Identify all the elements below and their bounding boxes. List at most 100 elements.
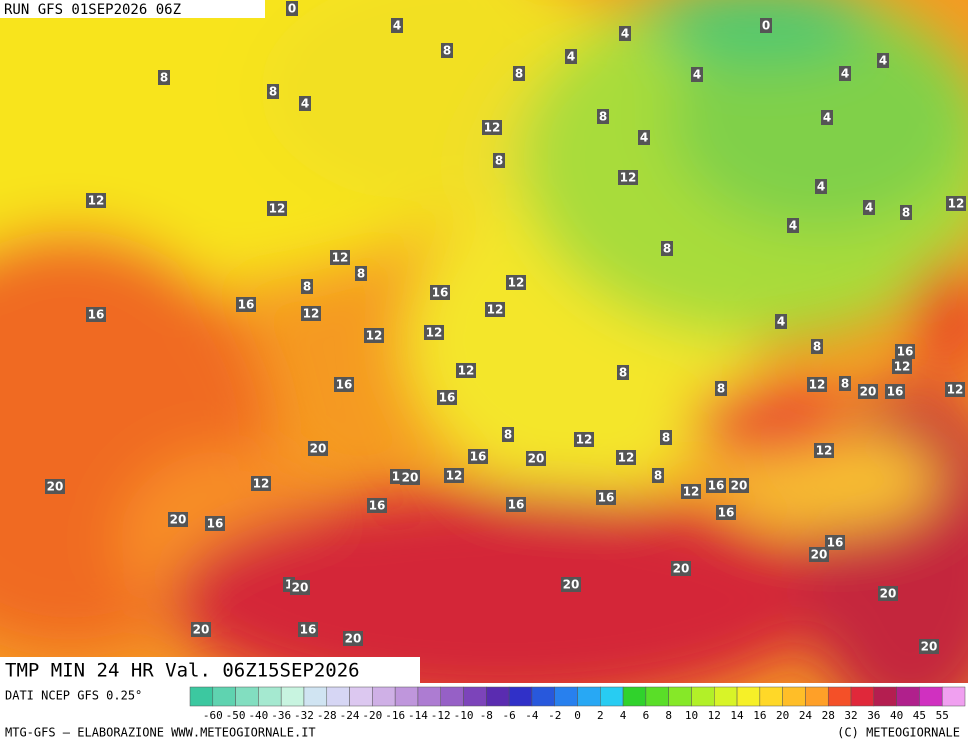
map-value: 12 <box>807 377 827 392</box>
map-value: 12 <box>424 325 444 340</box>
map-value-box <box>681 484 701 499</box>
map-value-label: 20 <box>345 632 362 646</box>
scale-swatch <box>303 686 328 707</box>
map-value-label: 4 <box>777 315 785 329</box>
scale-label: -50 <box>226 709 246 722</box>
scale-swatch <box>577 686 601 707</box>
map-value-label: 4 <box>567 50 575 64</box>
map-value: 12 <box>330 250 350 265</box>
scale-label: 55 <box>936 709 949 722</box>
map-value-box <box>616 450 636 465</box>
map-value: 4 <box>638 130 650 145</box>
map-value-label: 12 <box>508 276 525 290</box>
map-value: 20 <box>809 547 829 562</box>
scale-label: 24 <box>799 709 813 722</box>
map-value-box <box>298 622 318 637</box>
map-value-label: 8 <box>619 366 627 380</box>
map-value: 12 <box>574 432 594 447</box>
map-value-box <box>444 468 464 483</box>
map-value-label: 8 <box>443 44 451 58</box>
map-value-box <box>299 96 311 111</box>
map-value-label: 16 <box>708 479 725 493</box>
map-value: 8 <box>661 241 673 256</box>
map-value-label: 16 <box>88 308 105 322</box>
map-value-box <box>892 359 912 374</box>
scale-label: -32 <box>294 709 314 722</box>
map-value-label: 0 <box>288 2 296 16</box>
map-value: 4 <box>775 314 787 329</box>
map-value-box <box>596 490 616 505</box>
map-value: 16 <box>885 384 905 399</box>
map-value-label: 12 <box>618 451 635 465</box>
map-value: 16 <box>706 478 726 493</box>
map-value-box <box>86 307 106 322</box>
map-value-box <box>945 382 965 397</box>
map-value-box <box>526 451 546 466</box>
map-value-box <box>468 449 488 464</box>
map-value-label: 20 <box>292 581 309 595</box>
map-value: 16 <box>506 497 526 512</box>
map-value-box <box>878 586 898 601</box>
scale-swatch <box>372 686 396 707</box>
map-value: 4 <box>565 49 577 64</box>
map-value: 8 <box>267 84 279 99</box>
map-value: 16 <box>298 622 318 637</box>
map-value-label: 12 <box>88 194 105 208</box>
map-value-box <box>485 302 505 317</box>
map-value-box <box>561 577 581 592</box>
map-value-label: 4 <box>817 180 825 194</box>
scale-swatch <box>280 686 305 707</box>
map-value: 12 <box>616 450 636 465</box>
map-value-box <box>638 130 650 145</box>
scale-swatch <box>235 686 259 707</box>
map-value-label: 20 <box>402 471 419 485</box>
scale-swatch <box>212 686 236 707</box>
map-value-label: 8 <box>504 428 512 442</box>
map-value: 12 <box>456 363 476 378</box>
map-value-box <box>671 561 691 576</box>
scale-swatch <box>486 686 510 707</box>
map-value-label: 20 <box>673 562 690 576</box>
map-value: 4 <box>839 66 851 81</box>
temperature-field <box>0 0 968 730</box>
map-value: 12 <box>251 476 271 491</box>
map-value-label: 12 <box>366 329 383 343</box>
scale-label: -12 <box>431 709 451 722</box>
credit-right: (C) METEOGIORNALE <box>837 726 960 740</box>
map-value-box <box>715 381 727 396</box>
map-value-box <box>825 535 845 550</box>
map-value: 16 <box>86 307 106 322</box>
map-value: 8 <box>158 70 170 85</box>
map-value-label: 1 <box>285 578 293 592</box>
map-value: 16 <box>236 297 256 312</box>
map-value: 4 <box>815 179 827 194</box>
map-value-label: 12 <box>816 444 833 458</box>
map-value-box <box>301 279 313 294</box>
map-value: 20 <box>729 478 749 493</box>
map-value: 16 <box>895 344 915 359</box>
map-value: 20 <box>878 586 898 601</box>
map-value-label: 16 <box>238 298 255 312</box>
map-value-box <box>45 479 65 494</box>
map-value: 12 <box>86 193 106 208</box>
map-value: 8 <box>617 365 629 380</box>
map-value-label: 12 <box>683 485 700 499</box>
map-value-label: 4 <box>841 67 849 81</box>
scale-swatch <box>645 686 669 707</box>
scale-label: -28 <box>317 709 337 722</box>
scale-swatch <box>554 686 578 707</box>
map-value-box <box>652 468 664 483</box>
map-value: 20 <box>400 470 420 485</box>
map-value: 16 <box>367 498 387 513</box>
map-value-label: 20 <box>310 442 327 456</box>
map-value-box <box>811 339 823 354</box>
map-value-box <box>787 218 799 233</box>
scale-swatch <box>417 686 441 707</box>
map-value: 12 <box>681 484 701 499</box>
map-value: 20 <box>45 479 65 494</box>
scale-label: 36 <box>867 709 880 722</box>
map-value-label: 20 <box>811 548 828 562</box>
map-value-label: 12 <box>269 202 286 216</box>
map-value: 8 <box>660 430 672 445</box>
